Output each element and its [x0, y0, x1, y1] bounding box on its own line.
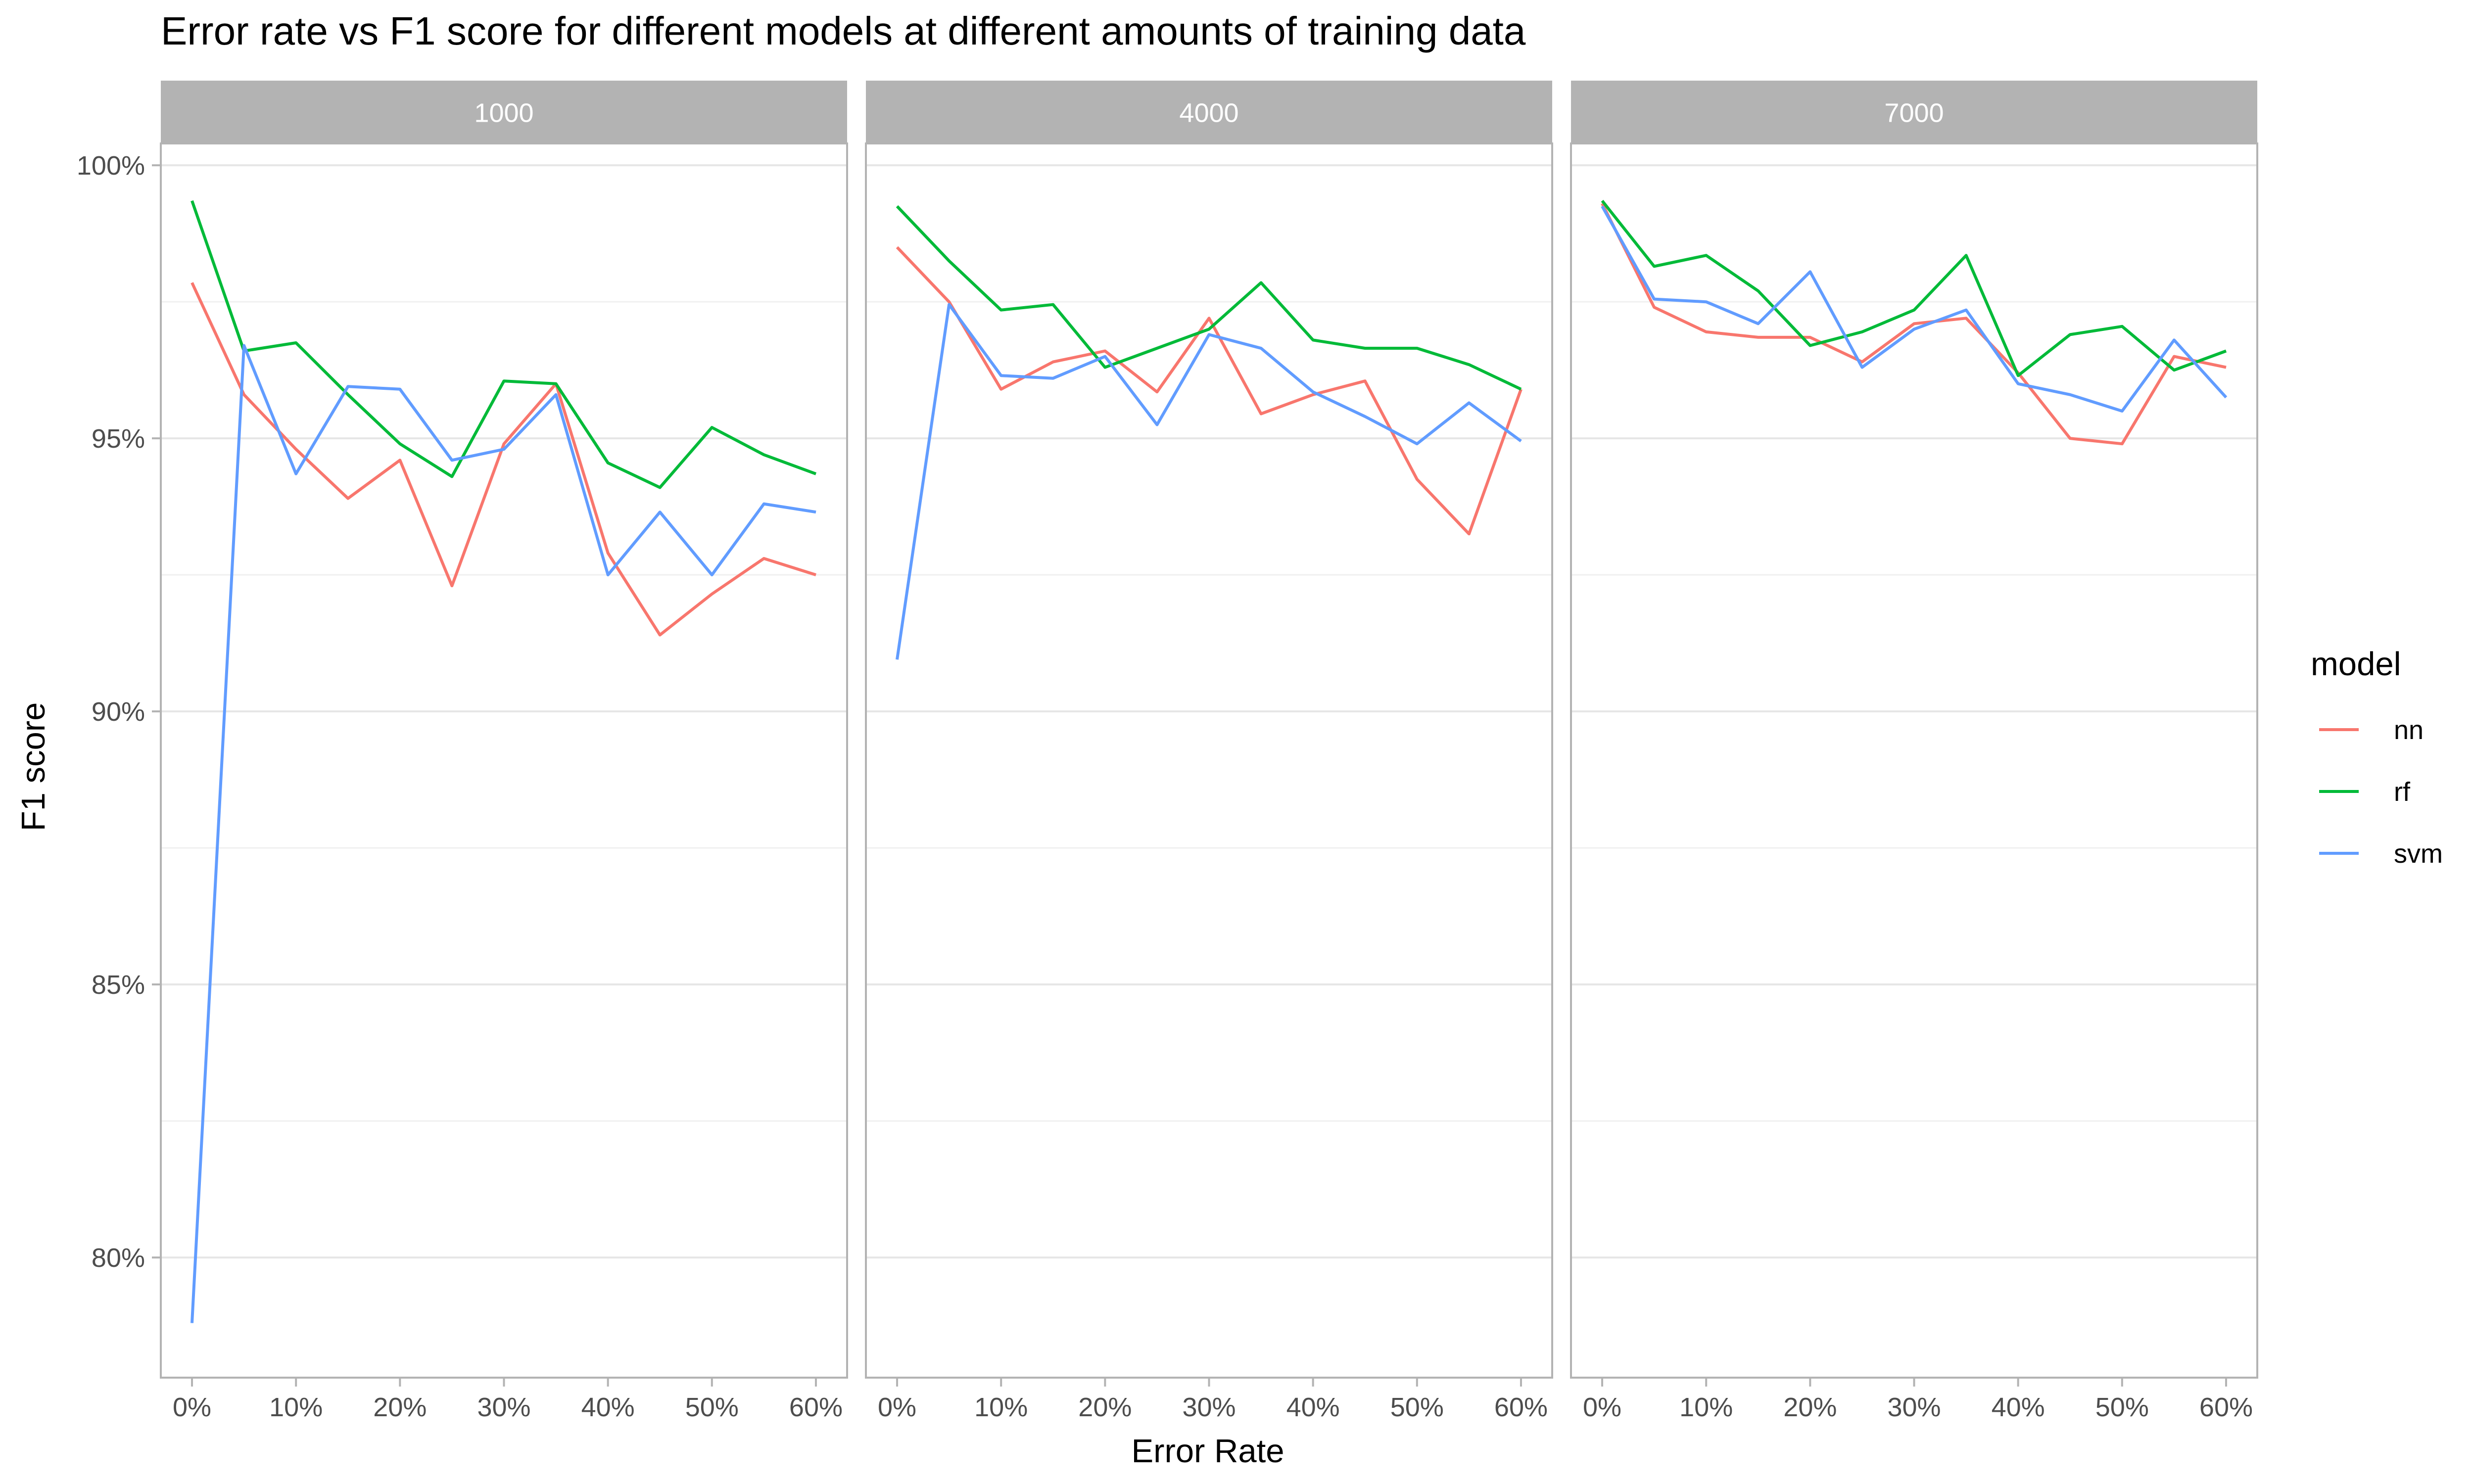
- series-line-nn-1000: [190, 282, 816, 637]
- facet-strip: [1571, 81, 2257, 143]
- legend-label-svm: svm: [2394, 839, 2443, 869]
- y-axis-title: F1 score: [15, 702, 52, 832]
- facet-strip-label: 7000: [1884, 98, 1944, 128]
- series-line-rf-1000: [190, 200, 817, 489]
- legend-item-nn: nn: [2319, 715, 2424, 745]
- facet-strip: [866, 81, 1552, 143]
- y-tick-label: 80%: [92, 1243, 145, 1273]
- x-tick-label: 40%: [1992, 1392, 2045, 1422]
- chart-title: Error rate vs F1 score for different mod…: [161, 9, 1526, 53]
- y-tick-label: 100%: [77, 151, 145, 181]
- x-tick-label: 0%: [1583, 1392, 1621, 1422]
- x-tick-label: 20%: [373, 1392, 427, 1422]
- legend: model nn rf svm: [2311, 646, 2443, 869]
- facet-panel-7000: 7000 0% 10% 20% 30% 40% 50% 60%: [1570, 81, 2258, 1422]
- legend-item-svm: svm: [2319, 839, 2443, 869]
- series-line-svm-1000: [190, 344, 816, 1323]
- facet-strip-label: 1000: [474, 98, 533, 128]
- x-tick-label: 10%: [269, 1392, 323, 1422]
- legend-label-nn: nn: [2394, 715, 2424, 745]
- x-tick-label: 10%: [1679, 1392, 1733, 1422]
- y-tick-label: 90%: [92, 697, 145, 727]
- x-tick-label: 60%: [789, 1392, 843, 1422]
- x-tick-label: 40%: [581, 1392, 635, 1422]
- x-tick-label: 50%: [685, 1392, 739, 1422]
- facet-panel-4000: 4000 0% 10% 20% 30% 40% 50% 60%: [865, 81, 1553, 1422]
- x-tick-label: 0%: [173, 1392, 211, 1422]
- x-tick-label: 20%: [1078, 1392, 1132, 1422]
- x-tick-label: 0%: [878, 1392, 916, 1422]
- x-axis-title: Error Rate: [1131, 1433, 1284, 1470]
- x-tick-label: 20%: [1783, 1392, 1837, 1422]
- x-tick-label: 10%: [974, 1392, 1028, 1422]
- x-tick-label: 50%: [1390, 1392, 1444, 1422]
- y-tick-label: 85%: [92, 970, 145, 1000]
- facet-panel-1000: 1000 0% 10% 20% 30% 40% 50% 60% 80% 85% 90% 95% 100%: [77, 81, 848, 1422]
- x-tick-label: 60%: [1494, 1392, 1548, 1422]
- legend-item-rf: rf: [2319, 777, 2411, 807]
- facet-strip: [161, 81, 847, 143]
- legend-title: model: [2311, 646, 2401, 683]
- x-tick-label: 30%: [1887, 1392, 1941, 1422]
- series-line-rf-7000: [1601, 200, 2227, 377]
- x-tick-label: 30%: [477, 1392, 530, 1422]
- facet-panels: 1000 0% 10% 20% 30% 40% 50% 60% 80% 85% 90% 95% 100%…: [77, 81, 2258, 1422]
- series-line-rf-4000: [896, 205, 1522, 391]
- series-line-nn-7000: [1601, 203, 2227, 446]
- legend-label-rf: rf: [2394, 777, 2411, 807]
- x-tick-label: 60%: [2199, 1392, 2253, 1422]
- x-tick-label: 40%: [1286, 1392, 1340, 1422]
- series-line-nn-4000: [896, 246, 1522, 536]
- x-tick-label: 30%: [1182, 1392, 1236, 1422]
- facet-strip-label: 4000: [1179, 98, 1238, 128]
- series-line-svm-4000: [896, 303, 1522, 660]
- series-line-svm-7000: [1601, 205, 2228, 413]
- y-tick-label: 95%: [92, 424, 145, 454]
- x-tick-label: 50%: [2095, 1392, 2149, 1422]
